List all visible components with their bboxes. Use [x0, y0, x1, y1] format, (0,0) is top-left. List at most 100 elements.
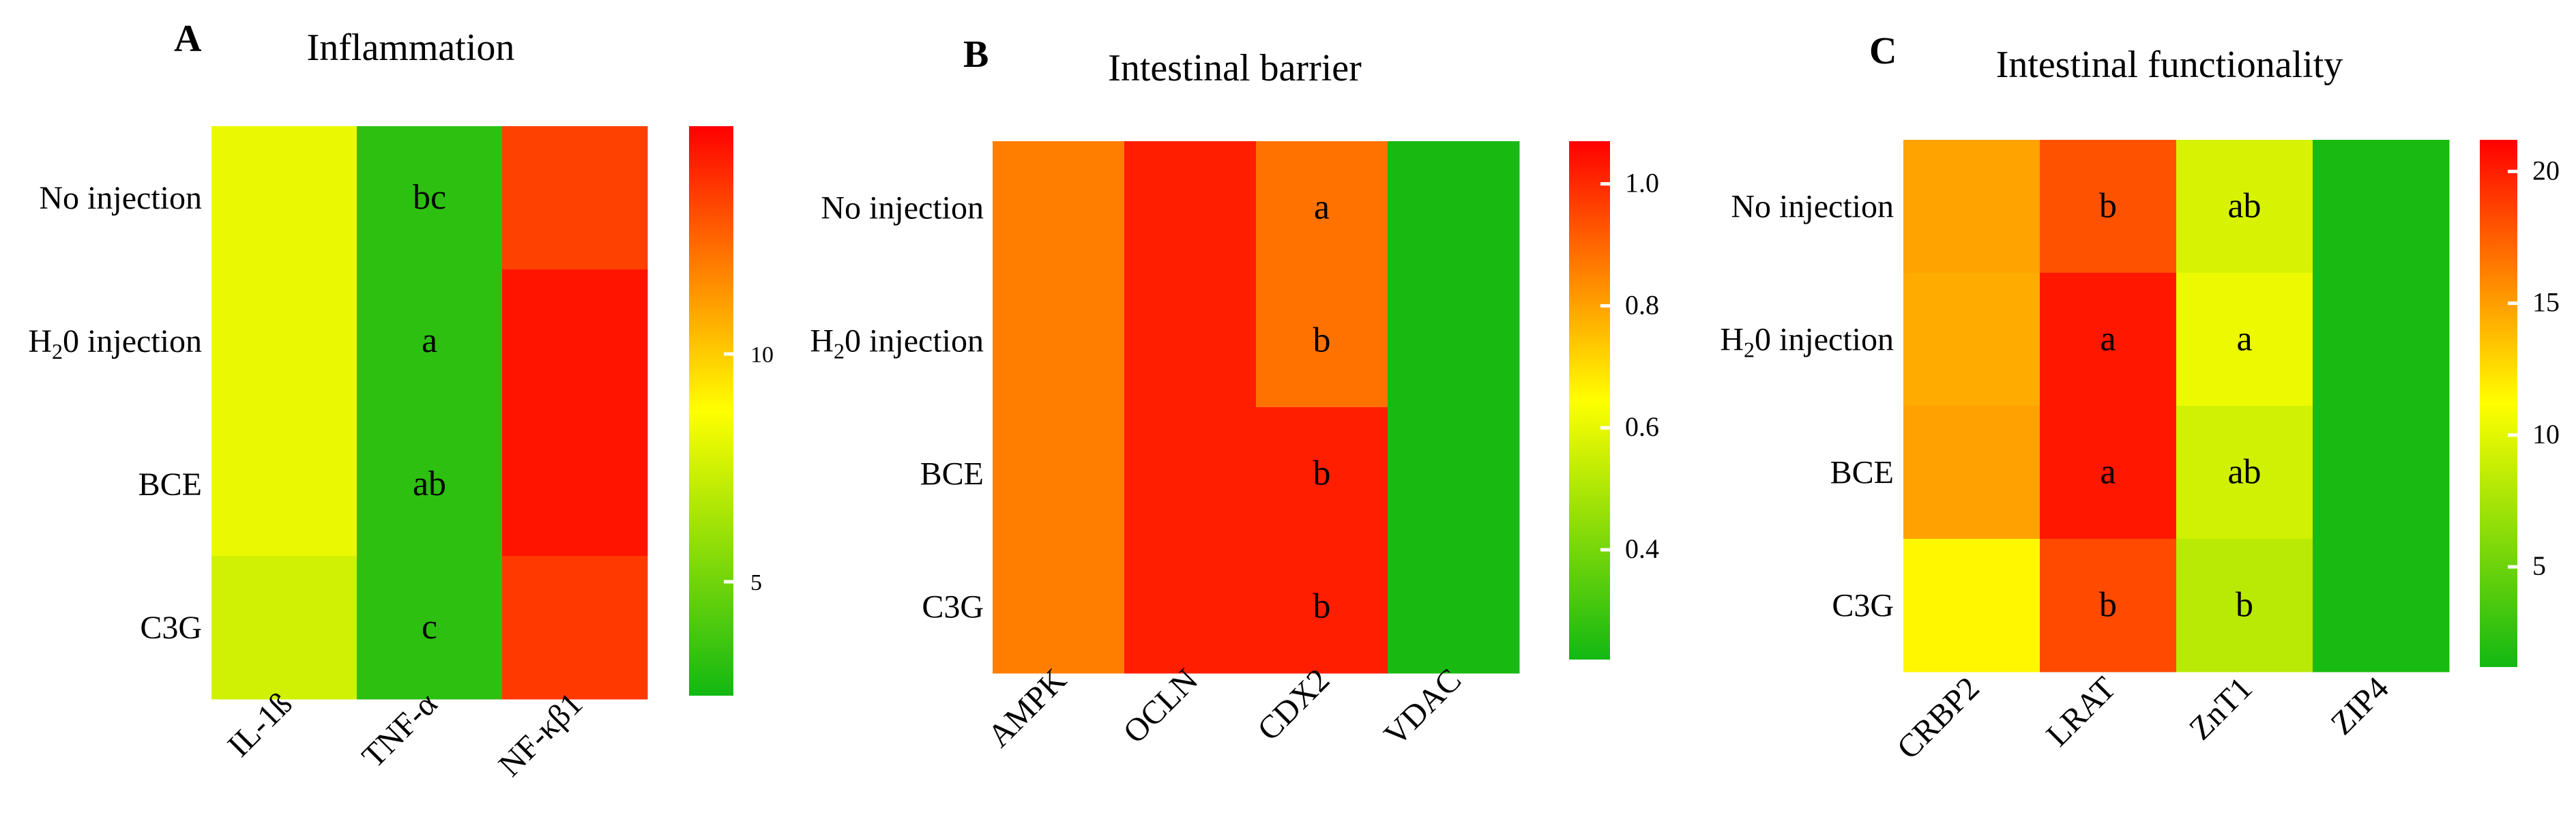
row-label: C3G	[1832, 588, 1894, 624]
row-label: BCE	[920, 456, 984, 492]
column-label: VDAC	[1377, 662, 1469, 753]
row-label: H20 injection	[1720, 322, 1894, 362]
column-label: LRAT	[2039, 670, 2122, 753]
cell-annotation: b	[2099, 187, 2117, 226]
heatmap-cell-r1-c0	[993, 274, 1125, 408]
column-label: OCLN	[1116, 662, 1205, 750]
heatmap-cell-r0-c2	[502, 126, 648, 270]
column-label: ZIP4	[2324, 670, 2395, 741]
cell-annotation: ab	[2227, 453, 2261, 492]
chart-title: Intestinal barrier	[1108, 47, 1362, 89]
heatmap-cell-r0-c0	[211, 126, 357, 270]
row-label: BCE	[1830, 455, 1894, 491]
heatmap-cell-r3-c1	[357, 556, 503, 700]
row-label: BCE	[138, 467, 202, 503]
heatmap-cell-r3-c3	[1388, 540, 1520, 674]
panel-letter: A	[174, 18, 202, 60]
chart-title: Intestinal functionality	[1996, 44, 2343, 86]
panel-letter: C	[1869, 30, 1897, 72]
heatmap-cell-r3-c0	[993, 540, 1125, 674]
heatmap-cell-r1-c2	[1256, 274, 1388, 408]
column-label: NF-κβ1	[492, 685, 590, 784]
heatmap-cell-r3-c2	[2176, 539, 2313, 672]
heatmap-cell-r1-c3	[1388, 274, 1520, 408]
colorbar-tick-label: 5	[750, 570, 762, 595]
heatmap-cell-r1-c3	[2313, 273, 2450, 406]
heatmap-cell-r3-c1	[1124, 540, 1257, 674]
heatmap-cell-r2-c2	[2176, 406, 2313, 539]
heatmap-cell-r0-c2	[1256, 141, 1388, 275]
heatmap-cell-r0-c3	[1388, 141, 1520, 275]
heatmap-cell-r3-c0	[1903, 539, 2040, 672]
cell-annotation: b	[1313, 587, 1331, 626]
column-label: CRBP2	[1890, 670, 1987, 766]
heatmap-cell-r0-c1	[1124, 141, 1257, 275]
heatmap-cell-r2-c2	[502, 413, 648, 557]
colorbar-tick-label: 5	[2532, 550, 2546, 581]
heatmap-cell-r1-c1	[1124, 274, 1257, 408]
cell-annotation: b	[2099, 586, 2117, 625]
cell-annotation: b	[2236, 586, 2253, 625]
cell-annotation: a	[2236, 320, 2252, 359]
heatmap-cell-r1-c1	[2040, 273, 2177, 406]
heatmap-cell-r3-c1	[2040, 539, 2177, 672]
heatmap-cell-r2-c1	[2040, 406, 2177, 539]
panel-b: B Intestinal barrier a b b b No injection H20 i…	[810, 33, 1659, 754]
row-label: No injection	[821, 190, 984, 226]
cell-annotation: c	[422, 608, 437, 647]
heatmap-cell-r0-c0	[993, 141, 1125, 275]
heatmap-cell-r0-c1	[357, 126, 503, 270]
column-label: CDX2	[1250, 662, 1336, 748]
row-label: C3G	[140, 610, 202, 646]
colorbar	[689, 126, 733, 696]
heatmap-cell-r2-c1	[1124, 407, 1257, 541]
heatmap-cell-r1-c1	[357, 269, 503, 413]
row-label: H20 injection	[28, 323, 202, 364]
heatmap-cell-r1-c0	[211, 269, 357, 413]
cell-annotation: a	[1314, 188, 1330, 227]
heatmap-cell-r3-c2	[502, 556, 648, 700]
heatmap-cell-r3-c3	[2313, 539, 2450, 672]
cell-annotation: bc	[413, 178, 446, 217]
colorbar-tick-label: 15	[2532, 287, 2560, 318]
column-label: AMPK	[981, 662, 1074, 754]
heatmap-cell-r2-c0	[993, 407, 1125, 541]
colorbar-tick-label: 1.0	[1625, 168, 1659, 198]
heatmap-cell-r2-c1	[357, 413, 503, 557]
colorbar-tick-label: 20	[2532, 155, 2560, 186]
row-label: No injection	[1731, 189, 1894, 225]
heatmap-cell-r2-c3	[2313, 406, 2450, 539]
heatmap-cell-r3-c0	[211, 556, 357, 700]
row-label: H20 injection	[810, 323, 984, 364]
heatmap-cell-r0-c0	[1903, 140, 2040, 273]
colorbar-tick-label: 10	[750, 342, 774, 368]
cell-annotation: b	[1313, 321, 1331, 360]
cell-annotation: a	[2100, 453, 2116, 492]
cell-annotation: b	[1313, 454, 1331, 493]
cell-annotation: a	[2100, 320, 2116, 359]
column-label: ZnT1	[2182, 670, 2259, 747]
colorbar-tick-label: 0.4	[1625, 533, 1659, 564]
panel-c: C Intestinal functionality b ab a a a ab b b No in…	[1720, 30, 2560, 767]
panel-a: A Inflammation bc a ab c No injection H20 injec…	[28, 18, 774, 784]
heatmap-cell-r1-c2	[2176, 273, 2313, 406]
heatmap-cell-r1-c2	[502, 269, 648, 413]
colorbar	[2480, 140, 2517, 667]
heatmap-cell-r0-c2	[2176, 140, 2313, 273]
colorbar-tick-label: 10	[2532, 419, 2560, 449]
heatmap-cell-r0-c1	[2040, 140, 2177, 273]
heatmap-cell-r2-c0	[1903, 406, 2040, 539]
chart-title: Inflammation	[307, 27, 515, 69]
row-label: C3G	[922, 589, 984, 625]
panel-letter: B	[963, 33, 989, 76]
heatmap-cell-r3-c2	[1256, 540, 1388, 674]
heatmap-cell-r1-c0	[1903, 273, 2040, 406]
cell-annotation: ab	[2227, 187, 2261, 226]
heatmap-cell-r2-c0	[211, 413, 357, 557]
colorbar	[1569, 141, 1610, 660]
colorbar-tick-label: 0.6	[1625, 411, 1659, 442]
heatmap-cell-r2-c3	[1388, 407, 1520, 541]
heatmap-cell-r0-c3	[2313, 140, 2450, 273]
